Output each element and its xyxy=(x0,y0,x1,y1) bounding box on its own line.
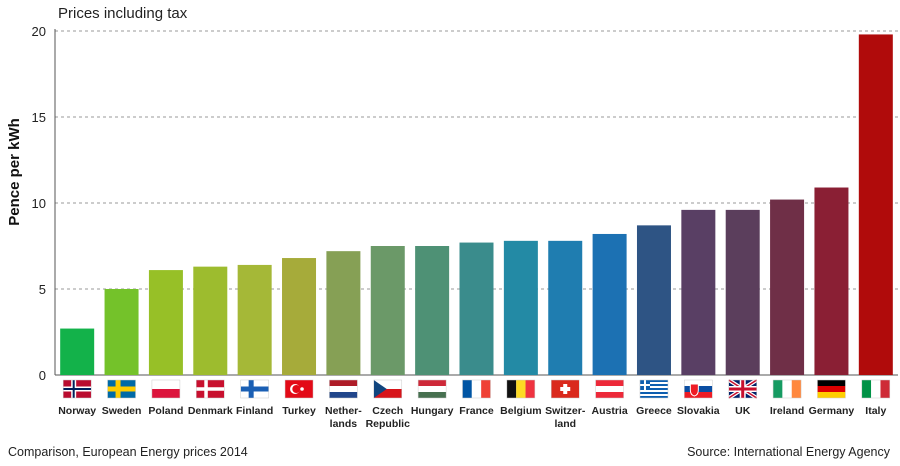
switzerland-flag-icon xyxy=(550,379,580,399)
bar-germany xyxy=(814,187,849,375)
greece-flag-icon xyxy=(639,379,669,399)
x-tick-label: Austria xyxy=(592,405,628,417)
bar-italy xyxy=(858,34,893,375)
x-tick-label: Finland xyxy=(236,405,273,417)
x-tick-label: France xyxy=(459,405,494,417)
finland-flag-icon xyxy=(240,379,269,399)
y-tick-label: 0 xyxy=(39,368,46,383)
category-labels: Norway Sweden Poland Denmark Finland Turkey Ne… xyxy=(58,405,886,430)
germany-flag-icon xyxy=(817,379,846,399)
bar-finland xyxy=(237,264,272,375)
bars xyxy=(60,34,893,375)
chart-subtitle: Prices including tax xyxy=(58,5,188,22)
france-flag-icon xyxy=(462,379,491,399)
hungary-flag-icon xyxy=(417,379,447,399)
poland-flag-icon xyxy=(151,379,181,399)
x-tick-label: Belgium xyxy=(500,405,541,417)
x-tick-label: Germany xyxy=(809,405,855,417)
bar-netherlands xyxy=(326,251,361,375)
bar-uk xyxy=(725,209,760,375)
x-tick-label: Greece xyxy=(636,405,672,417)
x-tick-label: Nether-lands xyxy=(325,405,362,430)
x-tick-label: Poland xyxy=(148,405,183,417)
norway-flag-icon xyxy=(62,379,92,399)
bar-belgium xyxy=(503,240,538,375)
denmark-flag-icon xyxy=(196,379,225,399)
bar-sweden xyxy=(104,289,139,375)
turkey-flag-icon xyxy=(284,379,314,399)
x-tick-label: Sweden xyxy=(102,405,142,417)
footer-caption: Comparison, European Energy prices 2014 xyxy=(8,445,248,459)
bar-austria xyxy=(592,233,627,375)
sweden-flag-icon xyxy=(107,379,136,399)
bar-czech-republic xyxy=(370,246,405,375)
bar-slovakia xyxy=(681,209,716,375)
footer-source: Source: International Energy Agency xyxy=(687,445,890,459)
bar-hungary xyxy=(415,246,450,375)
y-axis-label: Pence per kWh xyxy=(6,118,23,226)
x-tick-label: Hungary xyxy=(411,405,454,417)
czech-republic-flag-icon xyxy=(373,379,403,399)
bar-denmark xyxy=(193,266,228,375)
bar-poland xyxy=(148,270,183,375)
x-tick-label: Switzer-land xyxy=(545,405,586,430)
y-tick-label: 20 xyxy=(32,24,46,39)
x-tick-label: UK xyxy=(735,405,751,417)
x-tick-label: Ireland xyxy=(770,405,804,417)
uk-flag-icon xyxy=(727,378,758,400)
flags xyxy=(62,378,891,400)
belgium-flag-icon xyxy=(506,379,536,399)
y-axis-ticks: 0 5 10 15 20 xyxy=(32,24,46,383)
austria-flag-icon xyxy=(595,379,624,399)
y-tick-label: 10 xyxy=(32,196,46,211)
x-tick-label: Italy xyxy=(865,405,886,417)
netherlands-flag-icon xyxy=(329,379,358,399)
ireland-flag-icon xyxy=(772,379,802,399)
italy-flag-icon xyxy=(861,379,891,399)
bar-chart: Norway Sweden Poland Denmark Finland Turkey Ne… xyxy=(6,5,898,430)
bar-norway xyxy=(60,328,95,375)
y-tick-label: 15 xyxy=(32,110,46,125)
x-tick-label: Slovakia xyxy=(677,405,720,417)
bar-ireland xyxy=(770,199,805,375)
bar-switzerland xyxy=(548,240,583,375)
x-tick-label: Turkey xyxy=(282,405,316,417)
slovakia-flag-icon xyxy=(684,379,713,399)
x-tick-label: Norway xyxy=(58,405,96,417)
x-tick-label: Denmark xyxy=(188,405,233,417)
bar-greece xyxy=(636,225,671,375)
x-tick-label: Czech Republic xyxy=(366,405,410,430)
bar-turkey xyxy=(282,258,317,375)
bar-france xyxy=(459,242,494,375)
y-tick-label: 5 xyxy=(39,282,46,297)
